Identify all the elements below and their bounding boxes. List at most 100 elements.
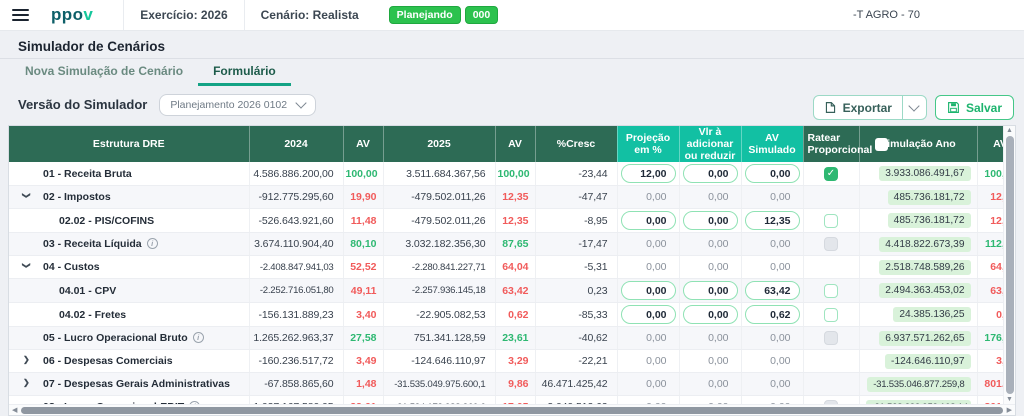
valor-adicionar-input[interactable]: 0,00 <box>682 211 738 231</box>
ratear-checkbox[interactable] <box>824 283 838 298</box>
av2025-value: 63,42 <box>495 278 536 304</box>
av-simulado-input-cell: 0,00 <box>741 162 804 187</box>
ratear-checkbox[interactable] <box>824 166 838 181</box>
page-title: Simulador de Cenários <box>0 31 1024 59</box>
v2024-value: -2.408.847.941,03 <box>249 255 344 280</box>
projecao-input-readonly: 0,00 <box>617 232 680 257</box>
table-viewport: Estrutura DRE 2024 AV 2025 AV %Cresc Projeção … <box>9 126 1015 415</box>
av2024-value: 100,00 <box>343 162 384 187</box>
simulacao-ano-cell: 3.933.086.491,67 <box>859 162 978 187</box>
chevron-down-icon[interactable]: ❯ <box>21 192 31 200</box>
scroll-up-icon[interactable]: ▲ <box>1006 127 1013 134</box>
dre-item-cell: ❯ 07 - Despesas Gerais Administrativas <box>9 372 250 397</box>
simulacao-ano-value: 3.933.086.491,67 <box>879 166 971 182</box>
table-row: 02.02 - PIS/COFINS -526.643.921,60 11,48 -4… <box>9 208 1015 234</box>
chevron-right-icon[interactable]: ❯ <box>23 355 30 365</box>
simulacao-ano-value: 2.518.748.589,26 <box>879 259 971 275</box>
projecao-input-readonly: 0,00 <box>617 326 680 351</box>
exercicio-label: Exercício: 2026 <box>123 0 243 30</box>
v2025-value: -479.502.011,26 <box>383 208 496 234</box>
app-logo[interactable]: ppov <box>51 5 94 24</box>
vertical-scrollbar[interactable]: ▲ ▼ <box>1003 126 1015 404</box>
av-simulado-input-readonly: 0,00 <box>741 185 804 210</box>
ratear-checkbox[interactable] <box>824 213 838 228</box>
chevron-down-icon[interactable]: ❯ <box>21 262 31 270</box>
valor-adicionar-input[interactable]: 0,00 <box>682 305 738 325</box>
av-simulado-input-cell: 63,42 <box>741 278 804 304</box>
dre-item-cell: 03 - Receita Líquida i <box>9 232 250 257</box>
table-row: 01 - Receita Bruta 4.586.886.200,00 100,00… <box>9 162 1015 187</box>
info-icon[interactable]: i <box>192 332 204 344</box>
projecao-input[interactable]: 0,00 <box>620 281 676 301</box>
simulacao-ano-cell: 485.736.181,72 <box>859 185 978 210</box>
version-label: Versão do Simulador <box>18 97 148 112</box>
av2024-value: 3,49 <box>343 349 384 374</box>
floppy-disk-icon <box>948 102 959 113</box>
simulacao-ano-value: 485.736.181,72 <box>887 213 971 229</box>
export-button[interactable]: Exportar <box>814 96 902 119</box>
horizontal-scroll-thumb[interactable] <box>21 406 1003 414</box>
table-row: ❯ 06 - Despesas Comerciais -160.236.517,72… <box>9 349 1015 374</box>
ratear-cell <box>803 349 860 374</box>
av-simulado-input[interactable]: 0,00 <box>744 164 800 184</box>
version-select[interactable]: Planejamento 2026 0102 <box>159 93 317 116</box>
tab-nova-simulacao-de-cenario[interactable]: Nova Simulação de Cenário <box>25 64 184 78</box>
cresc-value: -85,33 <box>535 302 618 328</box>
controls-row: Versão do Simulador Planejamento 2026 01… <box>0 86 1024 125</box>
av-simulado-input[interactable]: 0,62 <box>744 305 800 325</box>
dre-item-label: 06 - Despesas Comerciais <box>43 355 173 368</box>
col-header-7: Vlr à adicionar ou reduzir <box>679 126 742 163</box>
v2024-value: -67.858.865,60 <box>249 372 344 397</box>
simulacao-ano-value: 4.418.822.673,39 <box>879 236 971 252</box>
dre-item-label: 02 - Impostos <box>43 191 111 204</box>
ratear-cell <box>803 326 860 351</box>
simulacao-ano-value: 485.736.181,72 <box>887 189 971 205</box>
scroll-right-icon[interactable]: ▶ <box>1006 406 1012 414</box>
cresc-value: -8,95 <box>535 208 618 234</box>
projecao-input-readonly: 0,00 <box>617 372 680 397</box>
scroll-down-icon[interactable]: ▼ <box>1006 396 1013 403</box>
simulacao-ano-cell: 2.518.748.589,26 <box>859 255 978 280</box>
vertical-scroll-thumb[interactable] <box>1005 136 1014 394</box>
valor-adicionar-input-cell: 0,00 <box>679 278 742 304</box>
simulacao-ano-cell: 24.385.136,25 <box>859 302 978 328</box>
ratear-cell <box>803 372 860 397</box>
tab-formulario[interactable]: Formulário <box>198 59 291 86</box>
topbar: ppov Exercício: 2026 Cenário: Realista P… <box>0 0 1024 31</box>
save-button[interactable]: Salvar <box>934 95 1014 120</box>
cresc-value: -5,31 <box>535 255 618 280</box>
cresc-value: 0,23 <box>535 278 618 304</box>
scroll-left-icon[interactable]: ◀ <box>12 406 18 414</box>
av-simulado-input[interactable]: 12,35 <box>744 211 800 231</box>
ratear-cell <box>803 208 860 234</box>
col-header-0: Estrutura DRE <box>9 126 250 163</box>
simulacao-ano-cell: -124.646.110,97 <box>859 349 978 374</box>
dre-item-label: 03 - Receita Líquida <box>43 238 142 251</box>
valor-adicionar-input[interactable]: 0,00 <box>682 281 738 301</box>
ratear-cell <box>803 278 860 304</box>
horizontal-scrollbar[interactable]: ◀ ▶ <box>9 404 1015 415</box>
v2024-value: 4.586.886.200,00 <box>249 162 344 187</box>
info-icon[interactable]: i <box>146 238 158 250</box>
av-simulado-input[interactable]: 63,42 <box>744 281 800 301</box>
valor-adicionar-input[interactable]: 0,00 <box>682 164 738 184</box>
projecao-input[interactable]: 0,00 <box>620 305 676 325</box>
ratear-checkbox[interactable] <box>824 307 838 322</box>
v2024-value: 3.674.110.904,40 <box>249 232 344 257</box>
cresc-value: -47,47 <box>535 185 618 210</box>
av2024-value: 19,90 <box>343 185 384 210</box>
projecao-input-readonly: 0,00 <box>617 255 680 280</box>
menu-icon[interactable] <box>12 9 29 21</box>
projecao-input[interactable]: 0,00 <box>620 211 676 231</box>
chevron-right-icon[interactable]: ❯ <box>23 378 30 388</box>
col-header-1: 2024 <box>249 126 344 163</box>
export-options-button[interactable] <box>901 96 926 119</box>
projecao-input[interactable]: 12,00 <box>620 164 676 184</box>
av-simulado-input-readonly: 0,00 <box>741 232 804 257</box>
table-row: 03 - Receita Líquida i 3.674.110.904,40 80,… <box>9 232 1015 257</box>
av2025-value: 64,04 <box>495 255 536 280</box>
ratear-cell <box>803 162 860 187</box>
dre-item-label: 01 - Receita Bruta <box>43 167 132 180</box>
valor-adicionar-input-readonly: 0,00 <box>679 185 742 210</box>
simulacao-ano-cell: 6.937.571.262,65 <box>859 326 978 351</box>
